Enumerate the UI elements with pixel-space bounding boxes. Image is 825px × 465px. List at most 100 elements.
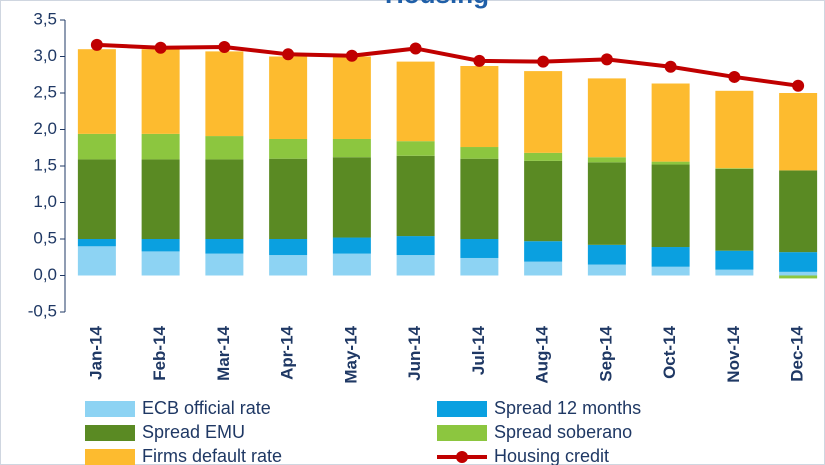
bar-segment [269, 255, 308, 276]
bar-segment [77, 133, 116, 160]
bar-segment [587, 264, 626, 276]
bar-segment [77, 49, 116, 134]
bar-segment [396, 255, 435, 276]
bar-segment [332, 157, 371, 238]
x-tick-label: Jul-14 [469, 325, 488, 375]
bar-segment [779, 93, 818, 171]
line-series [96, 42, 799, 88]
y-tick-label: 0,5 [33, 228, 57, 247]
legend-swatch [85, 401, 135, 417]
line-point [154, 41, 167, 54]
legend-swatch [85, 425, 135, 441]
bar-segment [587, 162, 626, 245]
bar-segment [587, 157, 626, 163]
bar-segment [396, 236, 435, 256]
bar-segment [205, 136, 244, 160]
line-point [473, 54, 486, 67]
y-tick-label: 0,0 [33, 265, 57, 284]
bar-segment [651, 266, 690, 276]
bar-segment [587, 78, 626, 158]
legend-swatch [456, 451, 468, 463]
y-tick-label: 2,0 [33, 119, 57, 138]
x-tick-label: Aug-14 [533, 325, 552, 383]
bar-segment [141, 159, 180, 239]
bar-segment [269, 138, 308, 159]
x-tick-label: Apr-14 [278, 325, 297, 379]
bar-segment [524, 160, 563, 242]
bar-segment [396, 61, 435, 142]
bar-segment [715, 90, 754, 169]
chart-title: Housing [385, 0, 489, 9]
line-point [600, 53, 613, 66]
bar-segment [77, 246, 116, 276]
bar-segment [524, 71, 563, 153]
legend-label: Housing credit [494, 446, 609, 465]
x-tick-label: Dec-14 [788, 325, 807, 381]
bar-segment [651, 83, 690, 162]
x-tick-label: Nov-14 [724, 325, 743, 382]
bar-segment [779, 170, 818, 253]
bar-segment [460, 158, 499, 239]
bar-segment [141, 239, 180, 252]
x-tick-label: Sep-14 [596, 325, 615, 381]
bar-segment [205, 51, 244, 137]
bar-segment [332, 253, 371, 276]
bar-segment [715, 269, 754, 276]
legend-label: ECB official rate [142, 398, 271, 418]
bar-segment [651, 164, 690, 248]
x-tick-label: Jan-14 [86, 325, 105, 379]
bar-segment [779, 275, 818, 279]
line-point [218, 41, 231, 54]
bar-segment [269, 158, 308, 239]
bar-segment [77, 159, 116, 239]
y-tick-label: 1,5 [33, 155, 57, 174]
x-tick-label: May-14 [341, 325, 360, 383]
bar-segment [141, 133, 180, 160]
bar-segment [524, 261, 563, 276]
bar-segment [460, 239, 499, 258]
x-tick-label: Jun-14 [405, 325, 424, 380]
bar-segment [779, 271, 818, 276]
y-tick-label: 3,5 [33, 9, 57, 28]
bar-segment [332, 237, 371, 254]
legend-label: Spread 12 months [494, 398, 641, 418]
bar-segment [715, 168, 754, 251]
line-point [792, 79, 805, 92]
line-point [728, 70, 741, 83]
bar-segment [269, 56, 308, 139]
bar-segment [396, 155, 435, 237]
line-point [345, 49, 358, 62]
bar-segment [205, 239, 244, 254]
legend-label: Spread EMU [142, 422, 245, 442]
y-tick-label: -0,5 [28, 301, 57, 320]
bar-segment [651, 247, 690, 267]
bar-segment [587, 244, 626, 265]
bar-segment [460, 65, 499, 148]
bar-segment [77, 239, 116, 247]
bar-segment [396, 141, 435, 156]
line-point [537, 55, 550, 68]
x-tick-label: Mar-14 [214, 325, 233, 380]
x-tick-label: Oct-14 [660, 325, 679, 378]
bar-segment [269, 239, 308, 256]
legend-swatch [437, 425, 487, 441]
y-tick-label: 3,0 [33, 46, 57, 65]
bar-segment [715, 168, 754, 169]
line-point [282, 48, 295, 61]
bar-segment [332, 138, 371, 158]
bar-segment [651, 161, 690, 165]
bar-segment [141, 49, 180, 134]
y-tick-label: 1,0 [33, 192, 57, 211]
bar-segment [715, 250, 754, 270]
bar-segment [524, 241, 563, 262]
legend-label: Spread soberano [494, 422, 632, 442]
bar-segment [460, 257, 499, 276]
bar-segment [332, 56, 371, 139]
legend-swatch [437, 401, 487, 417]
line-point [409, 42, 422, 55]
y-tick-label: 2,5 [33, 82, 57, 101]
bar-segment [460, 147, 499, 159]
legend-swatch [85, 449, 135, 465]
bar-segment [524, 152, 563, 161]
